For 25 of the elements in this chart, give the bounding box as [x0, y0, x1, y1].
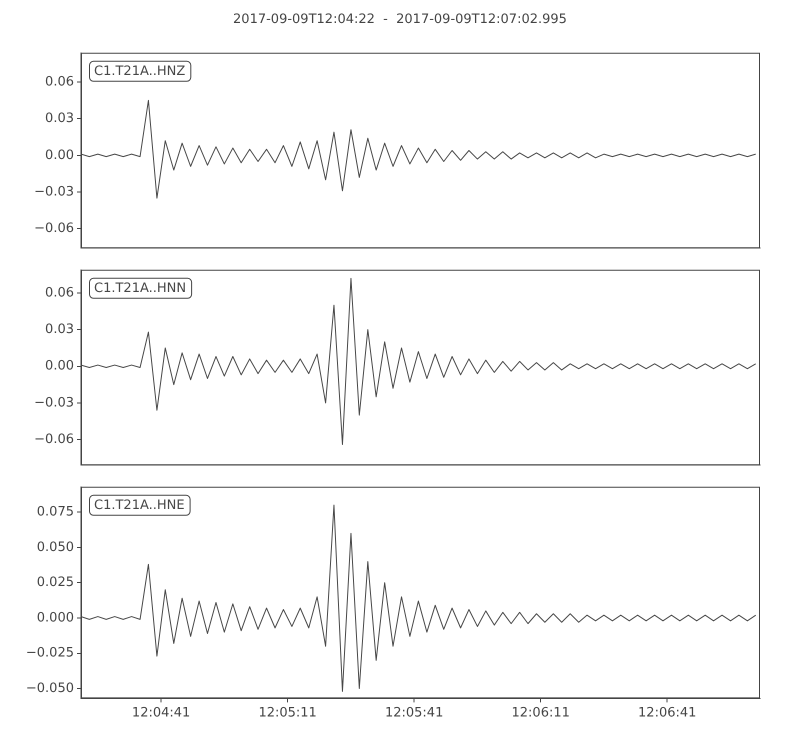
y-tick-label: 0.03: [45, 322, 74, 338]
y-tick-label: −0.06: [34, 432, 74, 447]
y-tick-label: 0.000: [36, 610, 74, 626]
x-tick-label: 12:05:11: [258, 706, 317, 721]
y-tick-label: −0.06: [34, 221, 74, 236]
text: C1.T21A..HNE: [94, 498, 185, 514]
y-tick-label: 0.075: [36, 504, 74, 520]
y-tick-label: 0.06: [45, 74, 74, 90]
x-tick-label: 12:06:11: [511, 706, 570, 721]
x-tick-label: 12:05:41: [384, 706, 444, 721]
y-tick-label: 0.00: [45, 358, 74, 374]
y-tick-label: −0.050: [26, 680, 74, 696]
text: C1.T21A..HNN: [94, 281, 186, 296]
y-tick-label: −0.03: [34, 395, 74, 410]
x-tick-label: 12:06:41: [638, 706, 696, 721]
y-tick-label: 0.06: [45, 285, 74, 300]
y-tick-label: −0.025: [26, 646, 74, 661]
y-tick-label: 0.025: [36, 575, 74, 590]
text: C1.T21A..HNZ: [94, 64, 186, 80]
chart-title: 2017-09-09T12:04:22 - 2017-09-09T12:07:02.995: [232, 11, 568, 29]
y-tick-label: 0.050: [36, 540, 74, 555]
y-tick-label: 0.00: [45, 148, 74, 163]
y-tick-label: −0.03: [34, 184, 74, 200]
y-tick-label: 0.03: [45, 111, 74, 126]
x-tick-label: 12:04:41: [132, 706, 190, 721]
